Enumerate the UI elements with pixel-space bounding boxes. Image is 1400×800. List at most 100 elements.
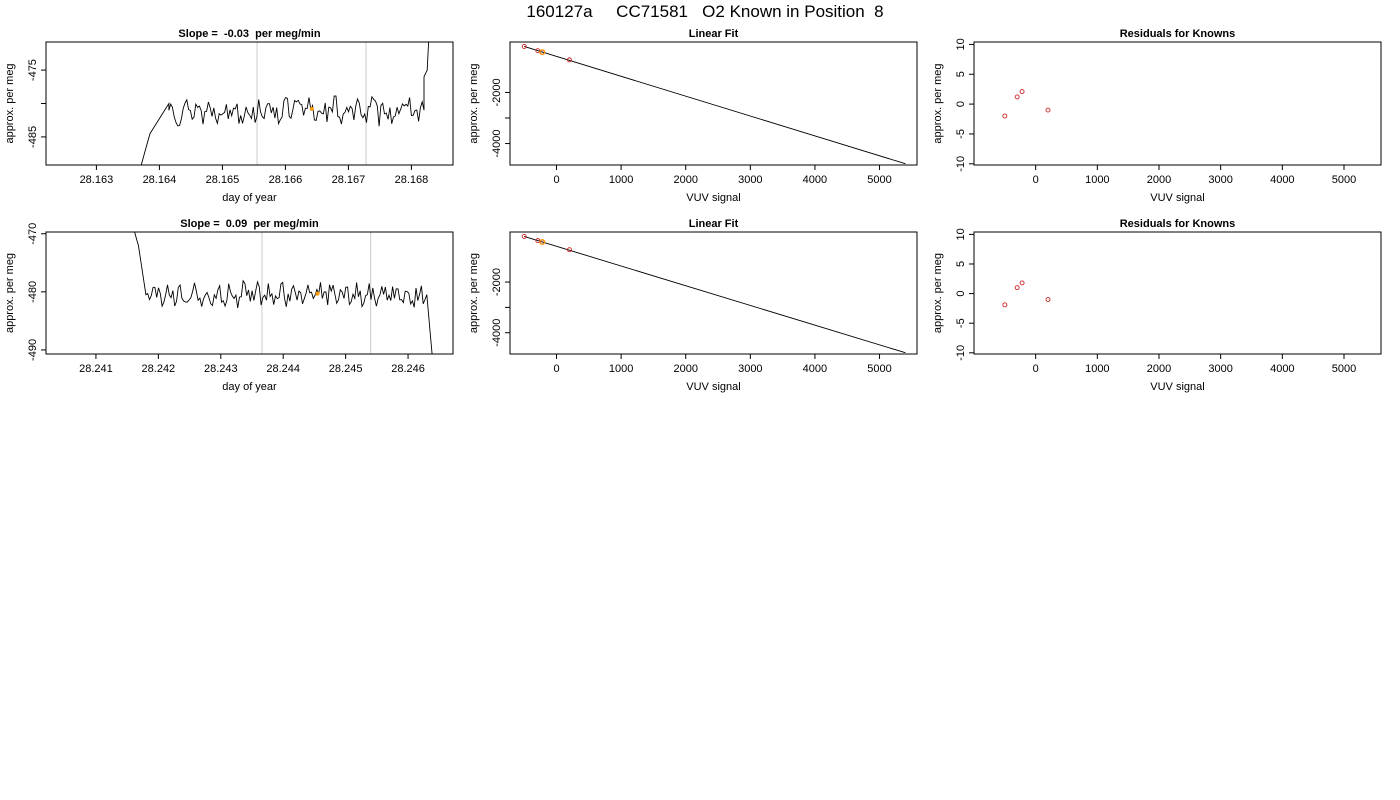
x-tick-label: 3000 <box>1208 363 1232 375</box>
known-point <box>566 57 572 63</box>
y-tick-label: 0 <box>955 101 967 107</box>
residual-point <box>1014 94 1020 100</box>
plot-frame <box>45 41 454 166</box>
y-tick-label: -10 <box>955 345 967 361</box>
known-point <box>521 233 527 239</box>
signal-trace <box>140 42 430 165</box>
y-tick-label: -475 <box>27 59 39 81</box>
x-tick-label: 28.165 <box>206 174 240 186</box>
residual-point <box>1019 89 1025 95</box>
y-tick-label: -490 <box>27 339 39 361</box>
panel-fit-1: Linear Fit 0 1000 2000 3000 4000 5000 -2000 -400… <box>468 28 918 204</box>
y-tick-label: -5 <box>955 129 967 139</box>
x-tick-label: 2000 <box>1147 174 1171 186</box>
y-tick-label: -5 <box>955 318 967 328</box>
x-tick-label: 0 <box>1033 174 1039 186</box>
y-tick-label: 5 <box>955 71 967 77</box>
plot-frame <box>973 231 1382 355</box>
x-axis-label: day of year <box>222 381 277 393</box>
x-tick-label: 5000 <box>867 363 891 375</box>
x-tick-label: 28.163 <box>80 174 114 186</box>
residual-point <box>1014 285 1020 291</box>
panel-fit-2: Linear Fit 0 1000 2000 3000 4000 5000 -2000 -400… <box>468 218 918 393</box>
plot-area <box>140 42 430 165</box>
y-tick-label: 0 <box>955 291 967 297</box>
x-tick-label: 4000 <box>1270 174 1294 186</box>
residual-point <box>1002 302 1008 308</box>
x-tick-label: 4000 <box>803 363 827 375</box>
x-tick-label: 2000 <box>673 363 697 375</box>
x-axis-label: VUV signal <box>1150 381 1204 393</box>
panel-title: Linear Fit <box>689 28 739 40</box>
residual-point <box>1002 113 1008 119</box>
x-axis-label: VUV signal <box>1150 192 1204 204</box>
y-tick-label: -10 <box>955 156 967 172</box>
panel-title: Slope = 0.09 per meg/min <box>180 218 319 230</box>
plot-frame <box>509 231 918 355</box>
y-tick-label: -4000 <box>491 319 503 347</box>
highlight-point <box>539 239 546 246</box>
x-tick-label: 0 <box>553 363 559 375</box>
x-tick-label: 28.166 <box>269 174 303 186</box>
panel-resid-1: Residuals for Knowns 0 1000 2000 3000 4000 500… <box>932 28 1382 204</box>
y-axis-label: approx. per meg <box>932 63 944 143</box>
plot-frame <box>509 41 918 166</box>
x-tick-label: 1000 <box>1085 174 1109 186</box>
x-axis-label: VUV signal <box>686 381 740 393</box>
x-tick-label: 4000 <box>803 174 827 186</box>
x-axis-label: day of year <box>222 192 277 204</box>
y-tick-label: -485 <box>27 126 39 148</box>
y-axis-label: approx. per meg <box>4 253 16 333</box>
plot-area <box>1002 89 1051 119</box>
x-tick-label: 0 <box>1033 363 1039 375</box>
x-tick-label: 3000 <box>1208 174 1232 186</box>
fit-line <box>524 236 906 354</box>
x-tick-label: 28.245 <box>329 363 363 375</box>
panel-title: Linear Fit <box>689 218 739 230</box>
plot-area <box>1002 280 1051 308</box>
panel-time-2: Slope = 0.09 per meg/min 28.241 28.242 28.2… <box>4 218 454 393</box>
plot-frame <box>973 41 1382 166</box>
panel-title: Residuals for Knowns <box>1120 218 1236 230</box>
plot-area <box>134 232 433 354</box>
y-tick-label: -4000 <box>491 129 503 157</box>
residual-point <box>1019 280 1025 286</box>
panel-title: Residuals for Knowns <box>1120 28 1236 40</box>
y-axis-label: approx. per meg <box>932 253 944 333</box>
known-point <box>566 247 572 253</box>
x-tick-label: 28.244 <box>266 363 300 375</box>
y-axis-label: approx. per meg <box>468 63 480 143</box>
plot-frame <box>45 231 454 355</box>
y-tick-label: 10 <box>955 228 967 240</box>
y-tick-label: -480 <box>27 281 39 303</box>
y-tick-label: 10 <box>955 38 967 50</box>
plot-area <box>521 233 906 354</box>
x-tick-label: 28.243 <box>204 363 238 375</box>
known-point <box>521 44 527 49</box>
x-tick-label: 5000 <box>1332 174 1356 186</box>
x-tick-label: 5000 <box>1332 363 1356 375</box>
highlight-point <box>539 49 546 56</box>
x-tick-label: 0 <box>553 174 559 186</box>
x-tick-label: 4000 <box>1270 363 1294 375</box>
signal-trace <box>134 232 433 354</box>
x-tick-label: 28.246 <box>391 363 425 375</box>
residual-point <box>1045 297 1051 302</box>
panel-title: Slope = -0.03 per meg/min <box>178 28 320 40</box>
x-tick-label: 1000 <box>609 363 633 375</box>
x-tick-label: 28.241 <box>79 363 113 375</box>
y-tick-label: 5 <box>955 261 967 267</box>
y-axis-label: approx. per meg <box>468 253 480 333</box>
x-tick-label: 3000 <box>738 174 762 186</box>
marker-point <box>309 106 314 111</box>
x-tick-label: 28.168 <box>395 174 429 186</box>
y-tick-label: -2000 <box>491 78 503 106</box>
x-tick-label: 3000 <box>738 363 762 375</box>
x-tick-label: 5000 <box>867 174 891 186</box>
x-tick-label: 2000 <box>1147 363 1171 375</box>
x-tick-label: 2000 <box>673 174 697 186</box>
y-axis-label: approx. per meg <box>4 63 16 143</box>
x-axis-label: VUV signal <box>686 192 740 204</box>
panel-resid-2: Residuals for Knowns 0 1000 2000 3000 4000 500… <box>932 218 1382 393</box>
